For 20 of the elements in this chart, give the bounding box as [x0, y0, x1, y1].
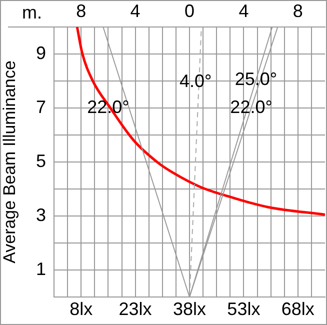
y-axis-title: Average Beam Illuminance — [0, 60, 19, 264]
x2-tick-label: 8 — [292, 1, 303, 22]
y-tick-label: 9 — [36, 42, 46, 63]
y-tick-label: 1 — [36, 258, 46, 279]
x-tick-label: 23lx — [118, 298, 152, 319]
x-tick-label: 53lx — [227, 298, 260, 319]
x2-axis-title: m. — [22, 2, 42, 22]
annotation: 22.0° — [230, 96, 272, 117]
annotation: 25.0° — [234, 68, 278, 89]
y-tick-label: 7 — [36, 96, 46, 117]
x-tick-label: 8lx — [70, 298, 93, 319]
x2-tick-label: 8 — [76, 1, 86, 22]
x2-tick-label: 4 — [238, 1, 249, 22]
x-tick-label: 68lx — [281, 298, 314, 319]
y-tick-label: 5 — [36, 150, 46, 171]
x2-tick-label: 0 — [184, 1, 195, 22]
x2-tick-label: 4 — [130, 1, 140, 22]
y-tick-label: 3 — [36, 204, 46, 225]
annotation: 4.0° — [180, 71, 212, 92]
x-tick-label: 38lx — [172, 298, 206, 319]
